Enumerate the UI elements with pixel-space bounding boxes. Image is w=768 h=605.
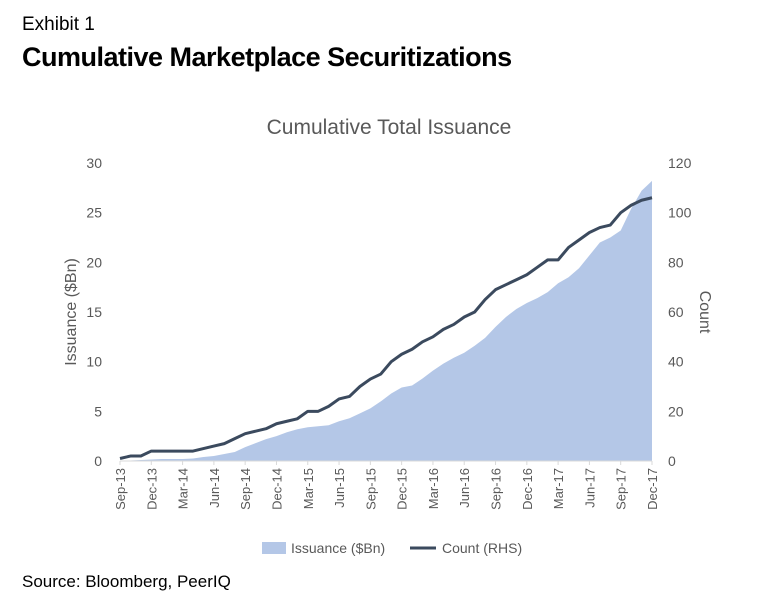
- x-tick-label: Jun-16: [457, 468, 472, 508]
- x-tick-label: Mar-15: [301, 468, 316, 509]
- series-line-count: [119, 196, 653, 460]
- y2-tick-label: 120: [668, 155, 692, 171]
- x-tick-label: Dec-17: [645, 468, 660, 510]
- y-tick-label: 0: [94, 453, 102, 469]
- x-tick-label: Mar-14: [176, 468, 191, 509]
- x-tick-label: Dec-16: [520, 468, 535, 510]
- x-tick-label: Dec-14: [269, 468, 284, 510]
- y-tick-label: 15: [86, 304, 102, 320]
- y-tick-label: 20: [86, 254, 102, 270]
- page-title: Cumulative Marketplace Securitizations: [22, 42, 512, 72]
- x-tick-label: Sep-15: [363, 468, 378, 510]
- legend-swatch-issuance: [262, 542, 286, 554]
- legend-label-issuance: Issuance ($Bn): [291, 540, 385, 556]
- exhibit-label: Exhibit 1: [22, 14, 95, 35]
- x-tick-label: Sep-14: [238, 468, 253, 510]
- x-tick-label: Dec-15: [395, 468, 410, 510]
- x-tick-label: Mar-17: [551, 468, 566, 509]
- area-layer: [120, 180, 652, 461]
- chart-title: Cumulative Total Issuance: [267, 116, 512, 139]
- x-tick-label: Sep-17: [614, 468, 629, 510]
- series-area-issuance: [120, 180, 652, 461]
- y2-tick-label: 100: [668, 205, 692, 221]
- x-tick-label: Sep-16: [489, 468, 504, 510]
- source-note: Source: Bloomberg, PeerIQ: [22, 572, 231, 591]
- x-tick-label: Jun-15: [332, 468, 347, 508]
- y-tick-label: 25: [86, 205, 102, 221]
- x-tick-label: Jun-14: [207, 468, 222, 508]
- legend: Issuance ($Bn) Count (RHS): [262, 540, 522, 556]
- line-layer: [119, 196, 653, 460]
- x-tick-label: Sep-13: [113, 468, 128, 510]
- axis-layer: 0 5 10 15 20 25 30 0 20 40 60 80 100 120 Sep-13 Dec-13 M…: [86, 155, 691, 510]
- y2-tick-label: 40: [668, 354, 684, 370]
- y2-tick-label: 80: [668, 254, 684, 270]
- y2-tick-label: 20: [668, 403, 684, 419]
- legend-label-count: Count (RHS): [442, 540, 522, 556]
- y2-axis-label: Count: [696, 291, 713, 334]
- y2-tick-label: 0: [668, 453, 676, 469]
- y-tick-label: 30: [86, 155, 102, 171]
- y-tick-label: 5: [94, 403, 102, 419]
- y-tick-label: 10: [86, 354, 102, 370]
- y-axis-label: Issuance ($Bn): [63, 258, 80, 366]
- y2-tick-label: 60: [668, 304, 684, 320]
- x-tick-label: Jun-17: [582, 468, 597, 508]
- x-tick-label: Mar-16: [426, 468, 441, 509]
- x-tick-label: Dec-13: [144, 468, 159, 510]
